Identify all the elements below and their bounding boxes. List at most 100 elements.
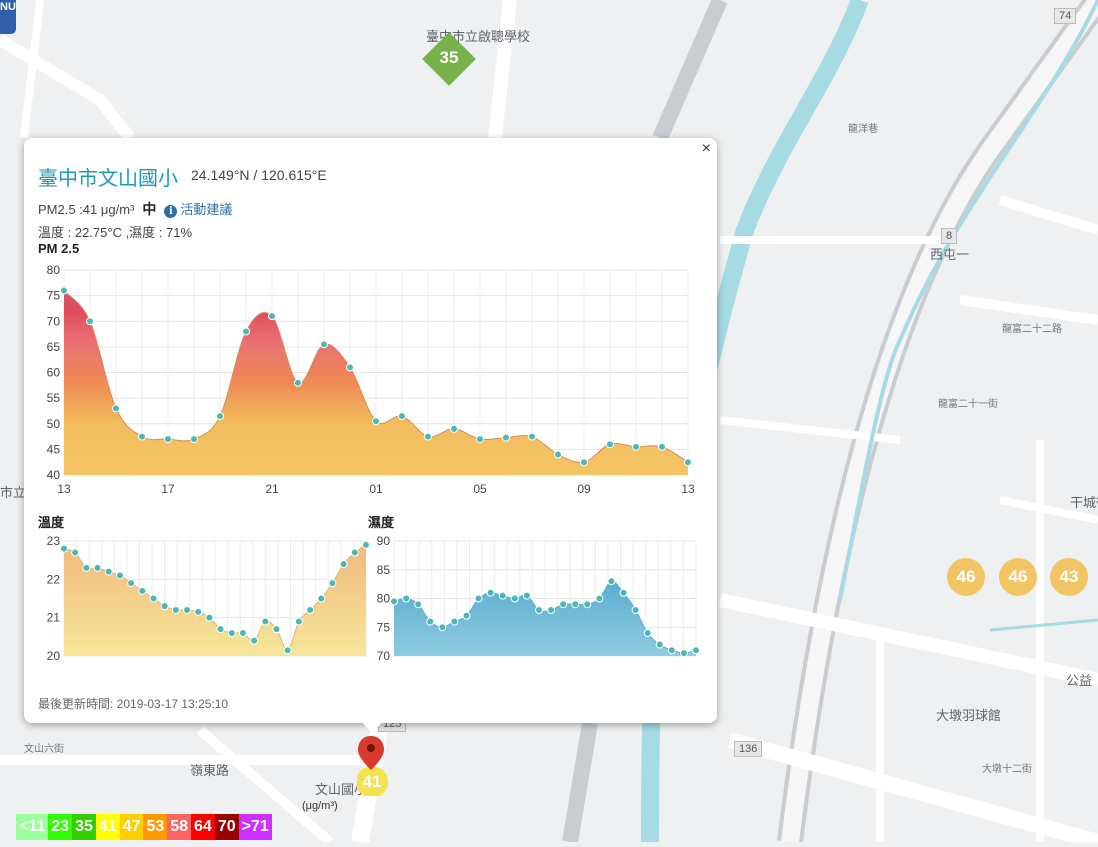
road [998, 195, 1098, 235]
data-point [294, 617, 303, 626]
pm25-chart[interactable]: 40 45 50 55 60 65 70 75 80 13 17 21 01 05 09 13 [24, 260, 717, 500]
data-point [272, 625, 281, 634]
pm25-reading: PM2.5 :41 μg/m³ [38, 202, 135, 217]
x-tick-label: 01 [369, 482, 383, 496]
map-label: 文山六街 [24, 744, 64, 755]
pm25-chart-title: PM 2.5 [38, 241, 80, 256]
data-point [655, 640, 664, 649]
legend-item: >71 [238, 814, 272, 840]
y-tick-label: 40 [47, 468, 61, 482]
station-bubble[interactable]: 46 [999, 558, 1037, 596]
data-point [414, 600, 423, 609]
data-point [127, 579, 136, 588]
info-icon[interactable]: i [164, 205, 178, 218]
legend-item: 53 [143, 814, 168, 840]
data-point [306, 606, 315, 614]
data-point [350, 548, 359, 557]
temperature-chart[interactable]: 20 21 22 23 [24, 530, 369, 670]
legend-item: 58 [167, 814, 192, 840]
data-point [684, 458, 692, 467]
current-station-value[interactable]: 41 [362, 772, 382, 791]
school-station-value[interactable]: 35 [439, 48, 459, 67]
humidity-chart[interactable]: 70 75 80 85 90 [362, 530, 707, 670]
y-tick-label: 22 [47, 572, 61, 586]
road-sign: 136 [734, 741, 763, 757]
stream [989, 618, 1098, 632]
data-point [93, 563, 102, 572]
x-tick-label: 17 [161, 482, 175, 496]
data-point [580, 458, 588, 467]
data-point [317, 594, 326, 603]
data-point [164, 435, 172, 444]
road [999, 496, 1098, 524]
y-tick-label: 23 [47, 534, 61, 548]
x-tick-label: 21 [265, 482, 279, 496]
data-point [138, 432, 146, 441]
data-point [402, 594, 411, 603]
road-sign: 8 [941, 228, 958, 244]
map-label: 龍富二十二路 [1002, 324, 1062, 335]
legend-item: 47 [119, 814, 144, 840]
station-bubble[interactable]: 46 [947, 558, 985, 596]
y-tick-label: 70 [47, 314, 61, 328]
data-point [547, 606, 556, 614]
data-point [583, 600, 592, 609]
data-point [692, 646, 700, 655]
data-point [160, 602, 169, 611]
data-point [476, 435, 484, 444]
data-point [522, 591, 531, 600]
y-tick-label: 75 [47, 289, 61, 303]
road-sign: 74 [1054, 8, 1077, 24]
data-point [138, 586, 147, 595]
station-coords: 24.149°N / 120.615°E [191, 167, 327, 183]
data-point [205, 613, 214, 622]
data-point [528, 432, 536, 441]
data-point [82, 563, 91, 572]
pm25-level: 中 [142, 201, 157, 217]
data-point [643, 629, 652, 637]
pm25-legend: <11 23 35 41 47 53 58 64 70 >71 [16, 814, 272, 840]
y-tick-label: 70 [377, 649, 391, 663]
map-label: 大墩羽球館 [936, 708, 1002, 723]
data-point [462, 611, 471, 620]
data-point [171, 606, 180, 614]
current-station-marker[interactable]: 41 [356, 736, 389, 801]
y-tick-label: 20 [47, 649, 61, 663]
temp-chart-title: 溫度 [38, 515, 65, 530]
data-point [398, 412, 406, 421]
road [196, 726, 334, 846]
x-tick-label: 05 [473, 482, 487, 496]
data-point [438, 623, 447, 632]
data-point [619, 588, 628, 597]
data-point [216, 625, 225, 634]
station-name-link[interactable]: 臺中市文山國小 [38, 168, 178, 190]
data-point [227, 629, 236, 637]
data-point [486, 588, 495, 597]
pin-icon[interactable] [356, 736, 389, 798]
data-point [60, 286, 68, 295]
stream [838, 0, 1098, 601]
close-button[interactable]: × [701, 140, 711, 157]
data-point [149, 594, 158, 603]
station-popup: × 臺中市文山國小 24.149°N / 120.615°E PM2.5 :41… [24, 138, 717, 734]
data-point [339, 560, 348, 568]
corner-badge[interactable]: NU [0, 0, 16, 34]
y-tick-label: 45 [47, 442, 61, 456]
humidity-chart-title: 濕度 [368, 515, 395, 530]
data-point [283, 646, 292, 655]
data-point [294, 378, 302, 387]
data-point [86, 317, 94, 326]
y-tick-label: 80 [377, 592, 391, 606]
station-bubble[interactable]: 43 [1050, 558, 1088, 596]
data-point [190, 435, 198, 444]
area-fill [64, 290, 688, 475]
highway-inner [781, 0, 1098, 844]
activity-advice-link[interactable]: 活動建議 [180, 202, 233, 217]
map-label: 西屯一 [930, 247, 970, 262]
data-point [554, 450, 562, 459]
series-line [63, 544, 367, 651]
last-updated: 最後更新時間: 2019-03-17 13:25:10 [38, 697, 229, 711]
legend-item: <11 [16, 814, 49, 840]
x-tick-label: 09 [577, 482, 591, 496]
area-fill [394, 581, 696, 656]
